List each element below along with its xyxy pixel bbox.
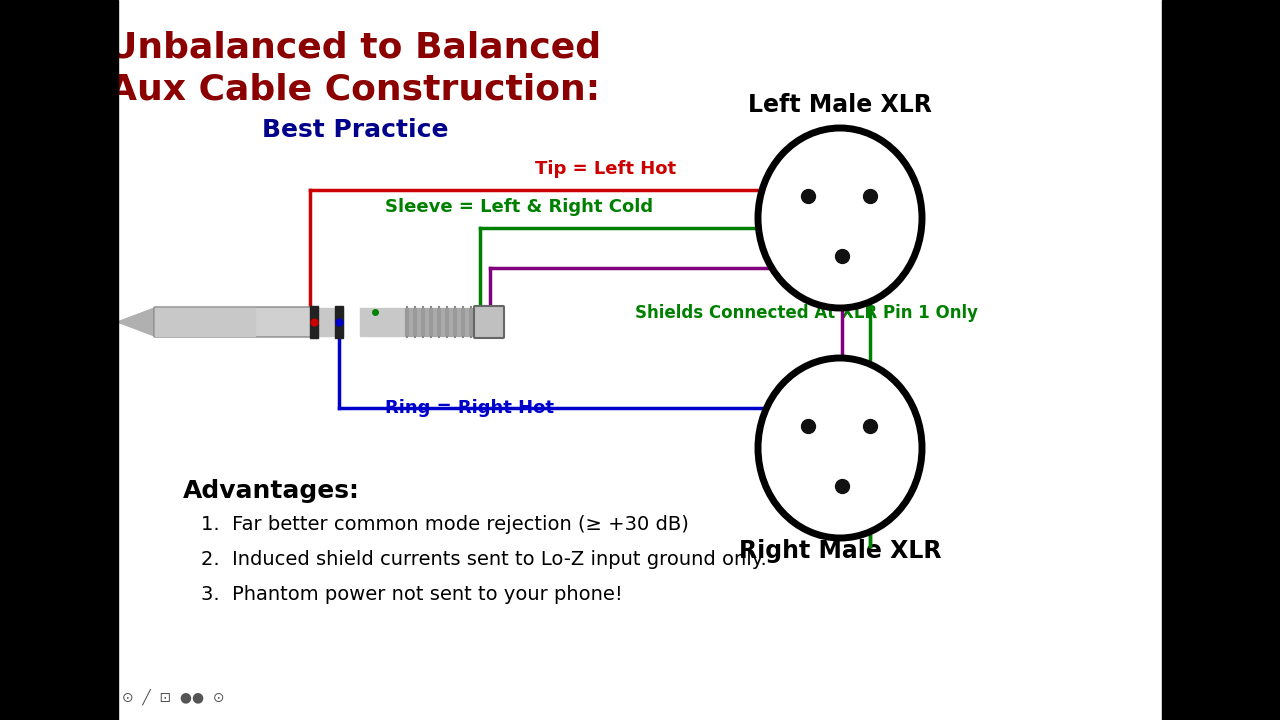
Text: Pin 3: Pin 3	[854, 478, 891, 493]
Bar	[404, 308, 475, 336]
FancyBboxPatch shape	[154, 307, 311, 337]
Text: ⊙  ╱  ⊡  ●●  ⊙: ⊙ ╱ ⊡ ●● ⊙	[122, 688, 224, 705]
Bar	[422, 306, 424, 308]
Text: Pin 1: Pin 1	[854, 166, 891, 181]
Text: Pin 2: Pin 2	[787, 396, 824, 411]
Bar	[360, 308, 404, 336]
Bar	[438, 336, 440, 338]
Text: Ring = Right Hot: Ring = Right Hot	[385, 399, 554, 417]
Bar	[1162, 0, 1280, 720]
Polygon shape	[118, 308, 155, 336]
Text: Sleeve = Left & Right Cold: Sleeve = Left & Right Cold	[385, 198, 653, 216]
Text: Pin 1: Pin 1	[854, 396, 891, 411]
Text: Advantages:: Advantages:	[183, 479, 360, 503]
Bar	[462, 336, 465, 338]
Bar	[413, 308, 417, 336]
Text: 3.  Phantom power not sent to your phone!: 3. Phantom power not sent to your phone!	[201, 585, 623, 604]
Bar	[461, 308, 465, 336]
Bar	[317, 308, 343, 336]
Bar	[468, 308, 474, 336]
Bar	[413, 336, 416, 338]
Bar	[404, 308, 410, 336]
Bar	[438, 306, 440, 308]
Text: Pin 2: Pin 2	[787, 166, 824, 181]
Bar	[429, 308, 433, 336]
Bar	[406, 336, 408, 338]
FancyBboxPatch shape	[474, 306, 504, 338]
Bar	[445, 306, 448, 308]
Bar	[406, 306, 408, 308]
Text: Unbalanced to Balanced: Unbalanced to Balanced	[109, 30, 602, 64]
Text: Right Male XLR: Right Male XLR	[739, 539, 941, 563]
Bar	[436, 308, 442, 336]
Bar	[445, 336, 448, 338]
Text: Best Practice: Best Practice	[261, 118, 448, 142]
Bar	[470, 336, 472, 338]
Bar	[335, 306, 343, 338]
Bar	[422, 336, 424, 338]
Bar	[421, 308, 425, 336]
Text: 2.  Induced shield currents sent to Lo-Z input ground only.: 2. Induced shield currents sent to Lo-Z …	[201, 550, 767, 569]
Bar	[0, 0, 118, 720]
Text: Tip = Left Hot: Tip = Left Hot	[535, 160, 676, 178]
Bar	[310, 306, 317, 338]
Bar	[155, 308, 255, 336]
Bar	[453, 308, 457, 336]
Bar	[470, 306, 472, 308]
Bar	[454, 336, 456, 338]
Bar	[462, 306, 465, 308]
Text: Aux Cable Construction:: Aux Cable Construction:	[109, 72, 600, 106]
Bar	[413, 306, 416, 308]
Bar	[445, 308, 449, 336]
Bar	[430, 336, 433, 338]
Bar	[454, 306, 456, 308]
Ellipse shape	[758, 128, 922, 308]
Polygon shape	[118, 308, 155, 336]
Ellipse shape	[758, 358, 922, 538]
Text: Pin 3: Pin 3	[854, 248, 891, 263]
Text: 1.  Far better common mode rejection (≥ +30 dB): 1. Far better common mode rejection (≥ +…	[201, 515, 689, 534]
Text: Shields Connected At XLR Pin 1 Only: Shields Connected At XLR Pin 1 Only	[635, 304, 978, 322]
Text: Left Male XLR: Left Male XLR	[748, 93, 932, 117]
Bar	[430, 306, 433, 308]
